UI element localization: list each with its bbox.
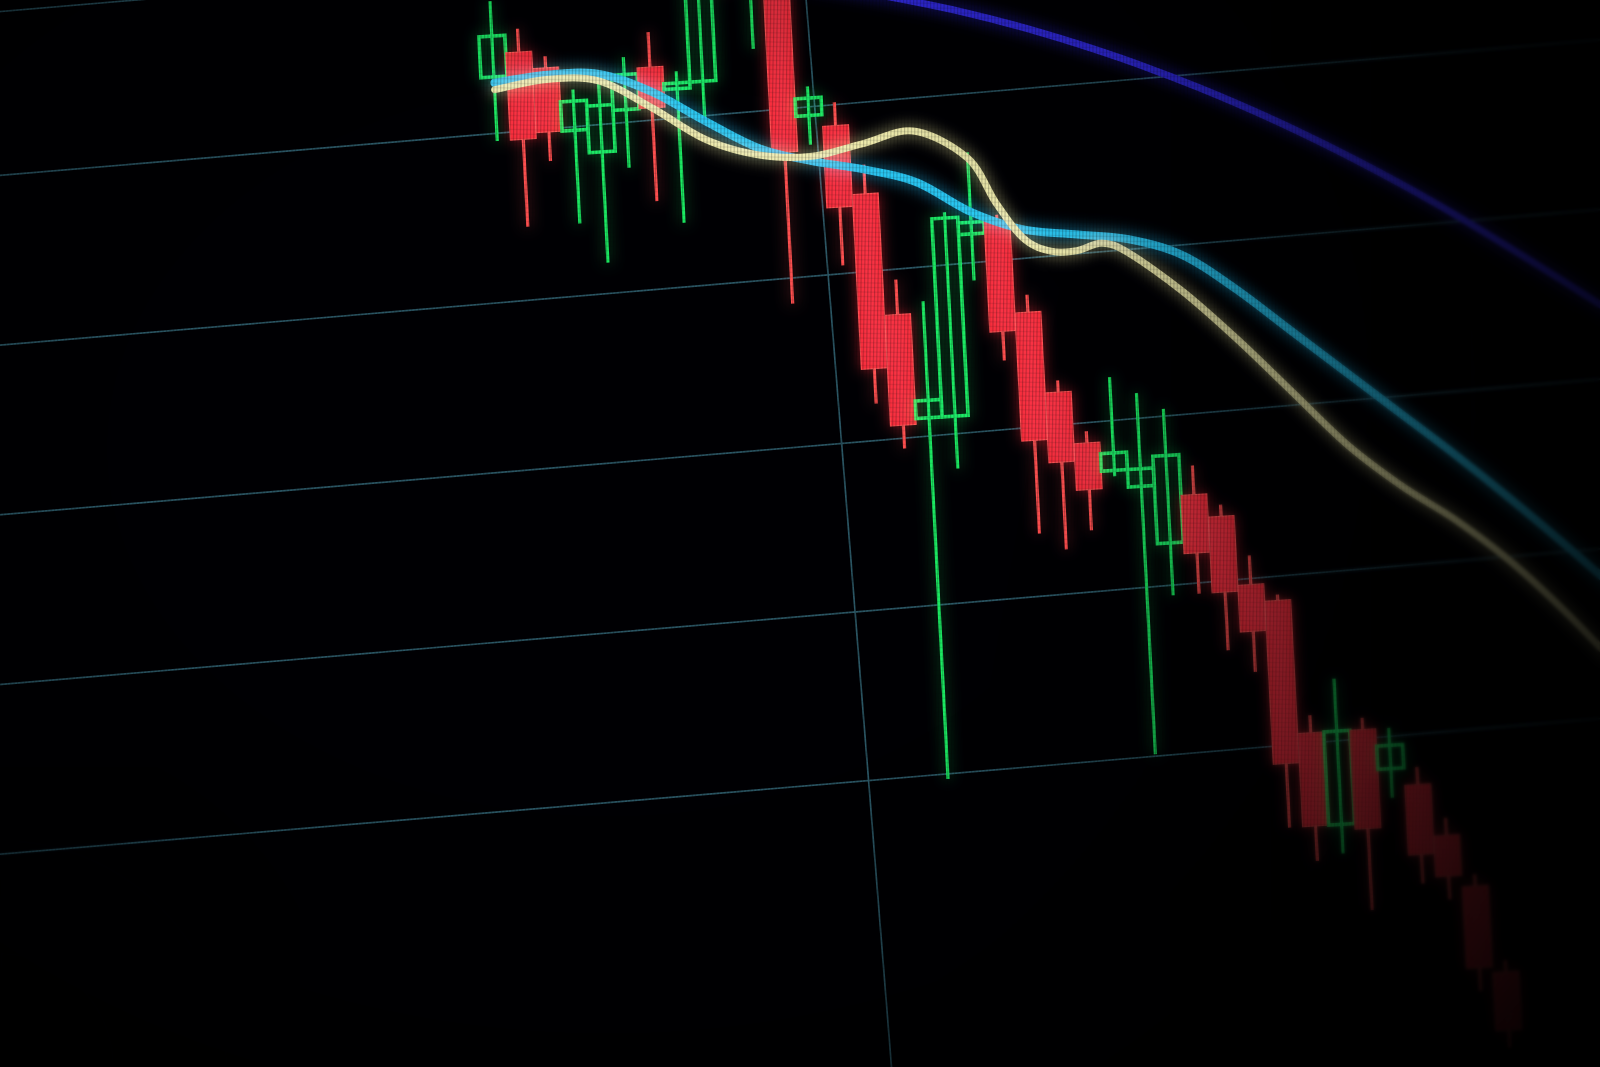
candle-body xyxy=(1207,514,1239,594)
candle-wick xyxy=(921,301,950,780)
grid-line-horizontal xyxy=(0,0,1600,25)
candle-bearish xyxy=(1237,555,1267,673)
candle-wick xyxy=(596,81,610,263)
candle-bearish xyxy=(1180,465,1211,594)
candle-bearish xyxy=(1044,380,1076,550)
moving-average-line xyxy=(490,68,1600,699)
candle-wick xyxy=(488,1,499,142)
candle-wick xyxy=(1161,408,1175,596)
candle-body xyxy=(983,219,1017,333)
candle-bullish xyxy=(742,0,755,50)
candle-body xyxy=(1404,783,1435,856)
candle-bearish xyxy=(1404,766,1435,884)
grid-line-horizontal xyxy=(0,199,1600,357)
candle-wick xyxy=(571,89,582,224)
candle-bearish xyxy=(821,102,854,266)
candle-wick xyxy=(692,0,707,123)
candle-wick xyxy=(942,212,960,469)
candle-bearish xyxy=(1461,874,1494,992)
candle-bullish xyxy=(929,212,970,469)
candle-bullish xyxy=(793,86,824,145)
candle-bullish xyxy=(1125,392,1157,755)
candle-body xyxy=(1432,833,1463,878)
candle-bullish xyxy=(661,71,692,223)
candlestick-series xyxy=(476,0,1523,1048)
candle-body xyxy=(1461,884,1494,970)
candle-bullish xyxy=(1321,678,1357,854)
candle-body xyxy=(1044,390,1076,464)
candle-wick xyxy=(646,32,659,202)
candle-body xyxy=(1180,493,1211,555)
candle-body xyxy=(851,192,888,371)
candle-bullish xyxy=(476,1,509,142)
grid-line-horizontal xyxy=(0,537,1600,695)
candle-bullish xyxy=(1098,377,1130,477)
candle-wick xyxy=(1134,392,1157,755)
candle-wick xyxy=(742,0,755,50)
candle-body xyxy=(1014,310,1049,442)
candle-wick xyxy=(1107,377,1117,477)
candle-body xyxy=(505,50,537,141)
candle-body xyxy=(1237,583,1267,633)
candle-bearish xyxy=(1432,817,1463,900)
candle-bearish xyxy=(1207,504,1239,651)
candle-bearish xyxy=(1492,960,1523,1048)
candle-bearish xyxy=(1264,594,1300,828)
candle-bullish xyxy=(680,0,718,123)
grid-line-horizontal xyxy=(0,368,1600,526)
candle-wick xyxy=(1332,678,1345,854)
candle-body xyxy=(1349,728,1382,830)
candle-wick xyxy=(674,71,686,223)
candle-wick xyxy=(1387,727,1394,798)
candle-body xyxy=(760,0,799,154)
candle-bearish xyxy=(1073,431,1103,531)
candle-body xyxy=(1073,441,1103,491)
candle-body xyxy=(884,313,917,427)
candle-body xyxy=(1264,599,1300,765)
candle-bearish xyxy=(851,164,888,404)
candle-body xyxy=(1492,970,1523,1032)
candle-bearish xyxy=(884,279,917,449)
candle-bearish xyxy=(983,214,1017,361)
candle-bullish xyxy=(1150,408,1186,596)
